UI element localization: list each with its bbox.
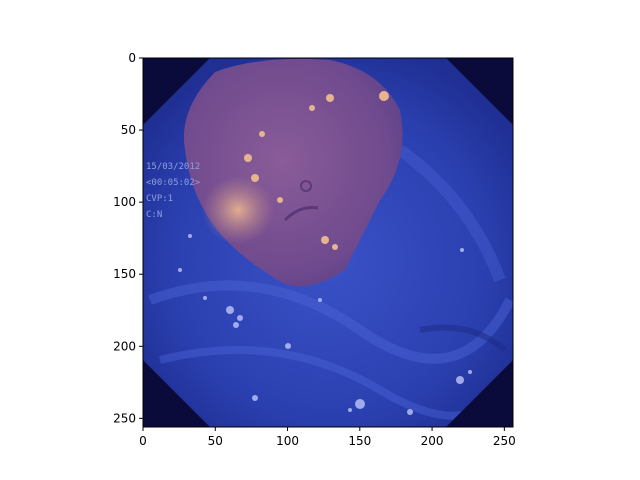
y-axis: 0 50 100 150 200 250 [113, 51, 143, 425]
x-tick-label: 50 [208, 434, 223, 448]
x-axis: 0 50 100 150 200 250 [139, 427, 516, 448]
x-tick-label: 250 [493, 434, 516, 448]
y-tick-label: 150 [113, 267, 136, 281]
x-tick-label: 200 [421, 434, 444, 448]
lesion-highlight [202, 176, 274, 244]
x-tick-label: 0 [139, 434, 147, 448]
endoscopy-image: 15/03/2012 <00:05:02> CVP:1 C:N [143, 58, 513, 427]
overlay-date: 15/03/2012 [146, 162, 200, 172]
y-tick-label: 250 [113, 411, 136, 425]
y-tick-label: 0 [128, 51, 136, 65]
axes-frame [142, 57, 514, 428]
x-tick-label: 100 [276, 434, 299, 448]
lesion-spots [244, 91, 389, 250]
overlay-mode: C:N [146, 210, 162, 220]
y-tick-label: 100 [113, 195, 136, 209]
x-tick-label: 150 [348, 434, 371, 448]
overlay-cvp: CVP:1 [146, 194, 173, 204]
y-tick-label: 50 [121, 123, 136, 137]
specular-highlights [178, 234, 472, 415]
y-tick-label: 200 [113, 339, 136, 353]
overlay-time: <00:05:02> [146, 178, 201, 188]
